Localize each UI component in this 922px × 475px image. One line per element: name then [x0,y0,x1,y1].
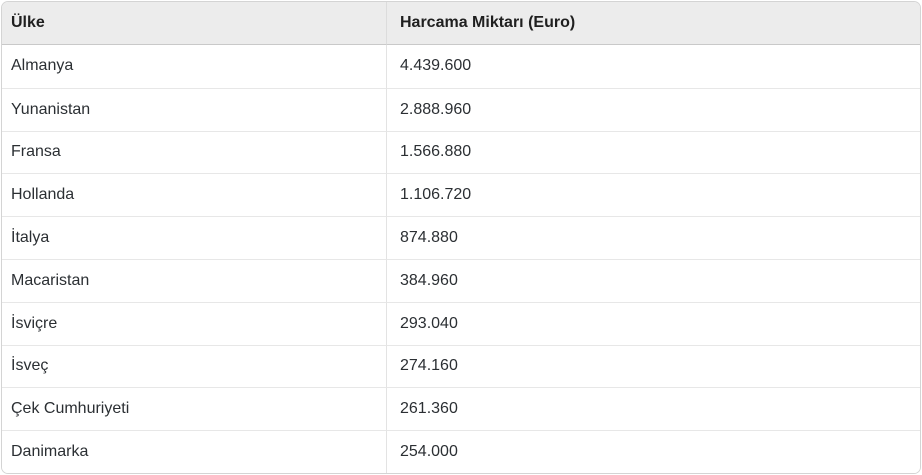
column-header-country: Ülke [2,2,387,45]
table-row: Fransa 1.566.880 [2,130,920,174]
column-header-amount: Harcama Miktarı (Euro) [387,2,920,45]
table-body: Almanya 4.439.600 Yunanistan 2.888.960 F… [2,45,920,473]
table-row: Almanya 4.439.600 [2,45,920,88]
country-cell: İsviçre [2,301,387,345]
amount-cell: 293.040 [387,301,920,345]
amount-cell: 274.160 [387,344,920,388]
table-row: Danimarka 254.000 [2,430,920,473]
amount-cell: 384.960 [387,258,920,302]
country-cell: Danimarka [2,430,387,473]
table-row: Çek Cumhuriyeti 261.360 [2,387,920,431]
table-row: Yunanistan 2.888.960 [2,87,920,131]
table-row: İsviçre 293.040 [2,301,920,345]
country-cell: Macaristan [2,258,387,302]
amount-cell: 1.566.880 [387,130,920,174]
amount-cell: 261.360 [387,387,920,431]
table-header: Ülke Harcama Miktarı (Euro) [2,2,920,45]
country-cell: Almanya [2,45,387,88]
amount-cell: 1.106.720 [387,173,920,217]
country-cell: İtalya [2,216,387,259]
amount-cell: 254.000 [387,430,920,473]
table-row: Macaristan 384.960 [2,258,920,302]
country-cell: İsveç [2,344,387,388]
header-row: Ülke Harcama Miktarı (Euro) [2,2,920,45]
country-cell: Hollanda [2,173,387,217]
amount-cell: 4.439.600 [387,45,920,88]
amount-cell: 874.880 [387,216,920,259]
table-row: İsveç 274.160 [2,344,920,388]
table-row: İtalya 874.880 [2,216,920,259]
country-cell: Yunanistan [2,87,387,131]
table-row: Hollanda 1.106.720 [2,173,920,217]
country-cell: Çek Cumhuriyeti [2,387,387,431]
country-cell: Fransa [2,130,387,174]
amount-cell: 2.888.960 [387,87,920,131]
